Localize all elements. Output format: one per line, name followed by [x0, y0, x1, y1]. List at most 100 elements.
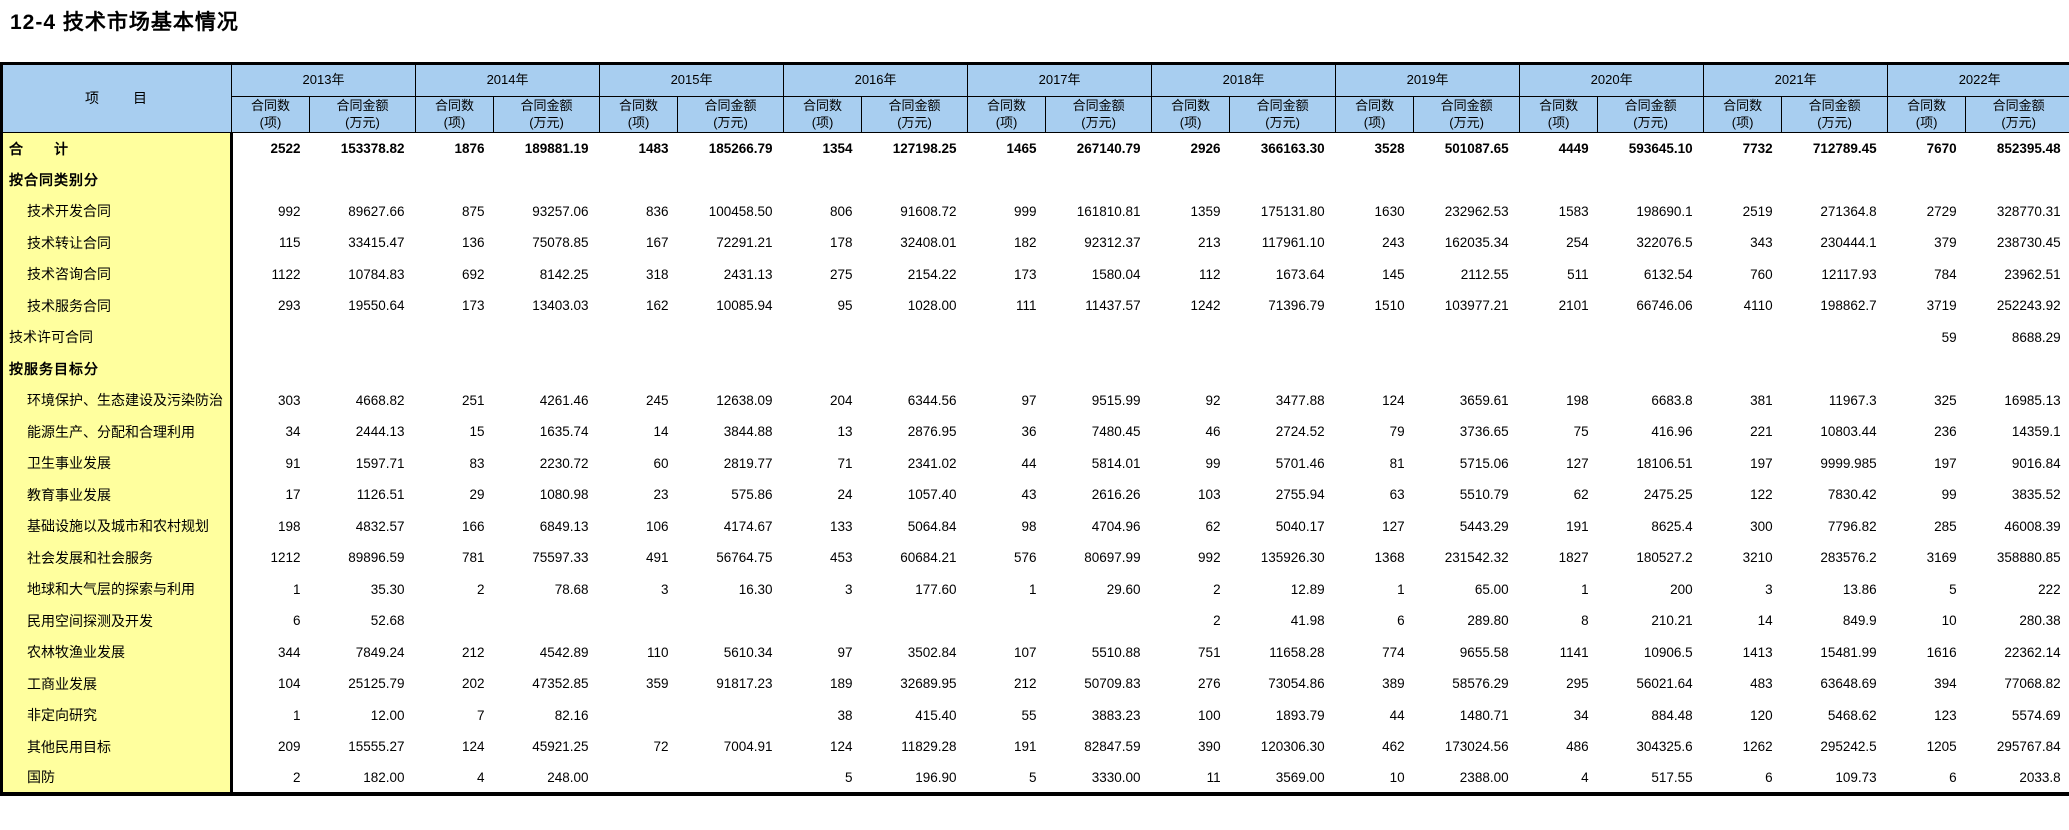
amount-cell-2022: 852395.48	[1996, 141, 2061, 156]
count-cell-2014: 15	[469, 424, 485, 440]
amount-cell-2017: 82847.59	[1084, 739, 1141, 755]
amount-cell-2021: 5468.62	[1827, 707, 1877, 723]
amount-cell-2022: 358880.85	[1996, 550, 2061, 566]
amount-cell-2017	[1046, 164, 1152, 196]
count-cell-2016: 124	[830, 739, 853, 755]
amount-cell-2013: 1126.51	[356, 487, 405, 503]
amount-cell-2018: 366163.30	[1260, 141, 1325, 156]
amount-cell-2015: 2819.77	[723, 455, 773, 471]
row-label: 技术开发合同	[1, 195, 233, 227]
table-row: 技术咨询合同 1122 10784.83 692 8142.25 318 2431.13 27…	[1, 258, 2069, 290]
count-cell-2020: 2101	[1558, 298, 1589, 314]
amount-cell-2013: 153378.82	[340, 141, 405, 156]
count-cell-2021: 3210	[1742, 550, 1773, 566]
amount-cell-2015: 72291.21	[716, 235, 773, 251]
amount-cell-2019: 232962.53	[1444, 203, 1509, 219]
amount-cell-2018: 117961.10	[1261, 235, 1325, 251]
count-cell-2022: 10	[1941, 613, 1957, 629]
amount-cell-2018: 1893.79	[1275, 707, 1325, 723]
amount-cell-2015: 56764.75	[716, 550, 773, 566]
count-cell-2015: 318	[646, 266, 669, 282]
amount-cell-2021: 712789.45	[1812, 141, 1877, 156]
count-cell-2015: 162	[646, 298, 669, 314]
amount-cell-2014: 13403.03	[532, 298, 589, 314]
amount-cell-2022: 23962.51	[2004, 266, 2061, 282]
amount-cell-2013: 33415.47	[348, 235, 405, 251]
amount-cell-2018: 41.98	[1290, 613, 1325, 629]
amount-cell-2013: 89896.59	[348, 550, 405, 566]
table-row: 地球和大气层的探索与利用 1 35.30 2 78.68 3 16.30 3 177.60 1 29…	[1, 573, 2069, 605]
amount-cell-2019: 65.00	[1474, 581, 1509, 597]
year-header-2021: 2021年	[1703, 63, 1889, 97]
count-cell-2014: 136	[461, 235, 485, 251]
count-cell-2021: 300	[1750, 518, 1773, 534]
amount-cell-2014: 189881.19	[524, 141, 589, 156]
header-row-measures: 合同数 (项) 合同金额 (万元) 合同数 (项) 合同金额 (万元) 合同数 (项) 合…	[2, 96, 2069, 133]
amount-cell-2018: 12.89	[1290, 581, 1325, 597]
amount-cell-2018: 2724.52	[1275, 424, 1325, 440]
amount-cell-2014: 2230.72	[539, 455, 589, 471]
amount-cell-2018: 71396.79	[1268, 298, 1325, 314]
header-row-years: 项 目 2013年 2014年 2015年 2016年 2017年 2018年 2019年 20…	[1, 63, 2069, 133]
count-cell-2017	[968, 322, 1046, 354]
count-cell-2017: 98	[1021, 518, 1037, 534]
amount-cell-2018: 3569.00	[1275, 769, 1325, 785]
amount-cell-2015	[678, 605, 784, 637]
amount-cell-2014: 4261.46	[539, 392, 589, 408]
amount-cell-2015: 3844.88	[723, 424, 773, 440]
row-label: 合 计	[1, 132, 233, 164]
count-cell-2018: 276	[1198, 676, 1221, 692]
count-cell-2021: 221	[1750, 424, 1773, 440]
count-cell-2021: 120	[1750, 707, 1773, 723]
amount-cell-2022	[1966, 164, 2069, 196]
row-label: 农林牧渔业发展	[1, 636, 233, 668]
amount-cell-2015	[678, 700, 784, 732]
table-row: 基础设施以及城市和农村规划 198 4832.57 166 6849.13 106 4174…	[1, 510, 2069, 542]
count-cell-2015: 491	[646, 550, 669, 566]
amount-cell-2020: 304325.6	[1636, 739, 1693, 755]
amount-cell-2013: 10784.83	[348, 266, 405, 282]
amount-cell-2019: 173024.56	[1444, 739, 1509, 755]
amount-cell-2019: 1480.71	[1459, 707, 1509, 723]
count-cell-2020: 4	[1581, 769, 1589, 785]
count-cell-2016	[784, 322, 862, 354]
year-header-2020: 2020年	[1519, 63, 1705, 97]
amount-cell-2021: 12117.93	[1821, 266, 1877, 282]
amount-cell-2021: 13.86	[1842, 581, 1877, 597]
amount-cell-2015: 91817.23	[716, 676, 773, 692]
count-cell-2021: 3	[1765, 581, 1773, 597]
count-cell-2017: 1	[1029, 581, 1037, 597]
amount-cell-2018: 73054.86	[1268, 676, 1325, 692]
count-cell-2014: 692	[461, 266, 485, 282]
amount-cell-2019	[1414, 353, 1520, 385]
amount-cell-2021: 7830.42	[1827, 487, 1877, 503]
row-label: 能源生产、分配和合理利用	[1, 416, 233, 448]
amount-cell-2014: 82.16	[554, 707, 589, 723]
amount-cell-2013: 7849.24	[355, 644, 405, 660]
count-cell-2020: 62	[1573, 487, 1589, 503]
amount-cell-2019: 2112.55	[1460, 266, 1509, 282]
row-label: 教育事业发展	[1, 479, 233, 511]
count-cell-2017: 5	[1029, 769, 1037, 785]
row-label: 环境保护、生态建设及污染防治	[1, 384, 233, 416]
item-column-header: 项 目	[1, 63, 232, 133]
amount-cell-2014: 1635.74	[539, 424, 589, 440]
count-cell-2014: 83	[469, 455, 485, 471]
count-cell-2018: 1359	[1190, 203, 1221, 219]
count-cell-2022	[1888, 353, 1966, 385]
year-header-2022: 2022年	[1887, 63, 2069, 97]
amount-cell-2014: 78.68	[554, 581, 589, 597]
count-cell-2014: 124	[461, 739, 485, 755]
row-label: 社会发展和社会服务	[1, 542, 233, 574]
amount-cell-2016: 32689.95	[900, 676, 957, 692]
count-cell-2020: 511	[1567, 266, 1589, 282]
count-cell-2014: 1876	[454, 141, 485, 156]
count-cell-2021	[1704, 353, 1782, 385]
count-cell-2018: 213	[1198, 235, 1221, 251]
count-cell-2019: 462	[1382, 739, 1405, 755]
amount-cell-2020: 56021.64	[1636, 676, 1693, 692]
count-cell-2016: 97	[837, 644, 853, 660]
row-label: 技术转让合同	[1, 227, 233, 259]
count-cell-2014: 212	[461, 644, 485, 660]
amount-cell-2021: 295242.5	[1820, 739, 1877, 755]
